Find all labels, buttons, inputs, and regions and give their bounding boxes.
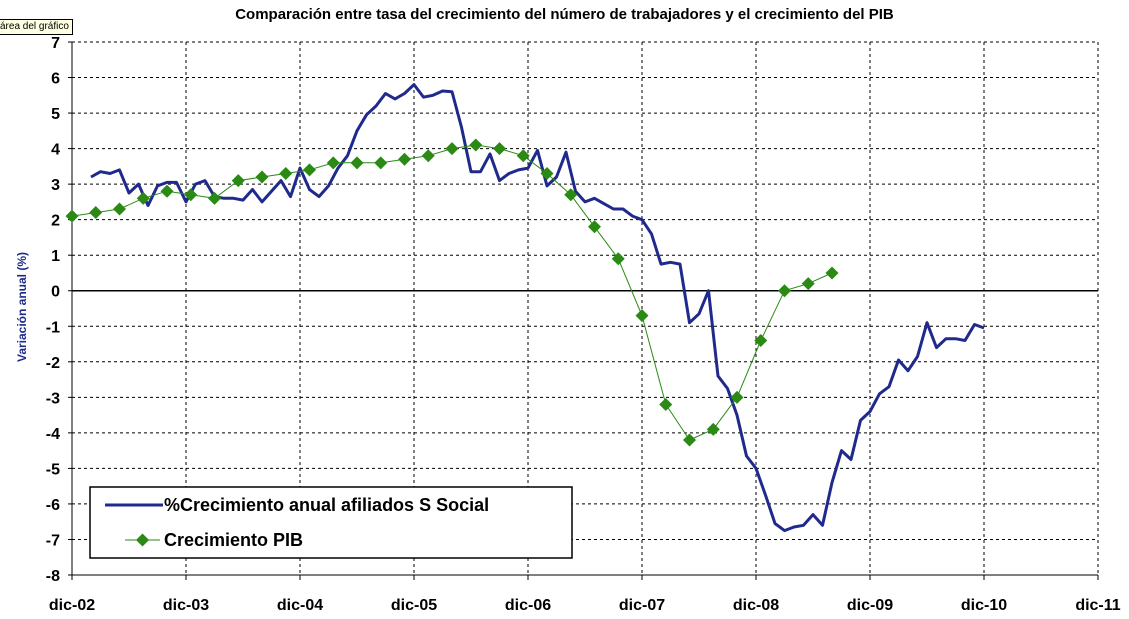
data-point-pib [184,188,198,202]
axes: -8 -7 -6 -5 -4 -3 -2 -1 0 1 2 3 4 5 6 7 dic-02 dic-03 dic-… [46,35,1121,614]
data-point-pib [659,397,673,411]
data-point-pib [801,277,815,291]
y-tick-label: -1 [46,319,60,336]
chart-area-tooltip: área del gráfico [0,19,73,35]
data-point-pib [208,191,221,205]
data-point-pib [374,156,388,170]
y-tick-label: -3 [46,390,60,407]
data-point-pib [279,166,293,180]
data-point-pib [65,209,79,223]
x-tick-label: dic-03 [163,597,209,614]
data-point-pib [160,184,174,198]
legend: %Crecimiento anual afiliados S Social Cr… [89,486,573,559]
y-tick-label: 3 [51,177,60,194]
data-point-pib [255,170,269,184]
data-point-pib [516,149,530,163]
y-tick-label: -2 [46,355,60,372]
series-line-pib [71,144,833,441]
x-tick-label: dic-07 [619,597,665,614]
x-tick-label: dic-02 [49,597,95,614]
data-point-pib [588,220,601,234]
x-tick-label: dic-05 [391,597,437,614]
data-point-pib [326,156,340,170]
x-tick-label: dic-08 [733,597,779,614]
data-point-pib [635,309,649,323]
series [65,83,985,533]
data-point-pib [706,422,720,436]
data-point-pib [611,252,625,266]
series-line-afiliados [90,83,985,533]
y-tick-label: 1 [51,248,60,265]
y-tick-label: 0 [51,284,60,301]
data-point-pib [113,202,126,216]
y-tick-label: -5 [46,461,60,478]
data-point-pib [754,333,768,347]
y-tick-label: -4 [46,426,60,443]
data-point-pib [89,206,103,220]
data-point-pib [303,163,316,177]
y-tick-label: -8 [46,568,60,585]
y-tick-label: 2 [51,213,60,230]
data-point-pib [493,142,506,156]
y-tick-label: 5 [51,106,60,123]
data-point-pib [136,191,150,205]
data-point-pib [469,138,483,152]
chart-title: Comparación entre tasa del crecimiento d… [235,6,894,23]
data-point-pib [540,166,554,180]
data-point-pib [683,433,696,447]
legend-swatch-pib-marker [136,533,149,547]
data-point-pib [825,266,839,280]
data-point-pib [350,156,364,170]
data-point-pib [778,284,791,298]
data-point-pib [730,390,744,404]
data-point-pib [564,188,578,202]
x-tick-label: dic-09 [847,597,893,614]
legend-box [89,486,573,559]
legend-label-pib: Crecimiento PIB [164,530,303,550]
data-point-pib [421,149,435,163]
x-tick-label: dic-10 [961,597,1007,614]
y-tick-label: 7 [51,35,60,52]
x-tick-label: dic-11 [1075,597,1120,614]
y-tick-label: 4 [51,142,60,159]
x-tick-label: dic-04 [277,597,323,614]
y-tick-label: 6 [51,71,60,88]
x-tick-label: dic-06 [505,597,551,614]
grid [72,41,1099,575]
y-tick-label: -7 [46,532,60,549]
data-point-pib [445,142,459,156]
y-tick-label: -6 [46,497,60,514]
legend-label-afiliados: %Crecimiento anual afiliados S Social [164,495,489,515]
data-point-pib [231,174,245,188]
data-point-pib [398,152,411,166]
